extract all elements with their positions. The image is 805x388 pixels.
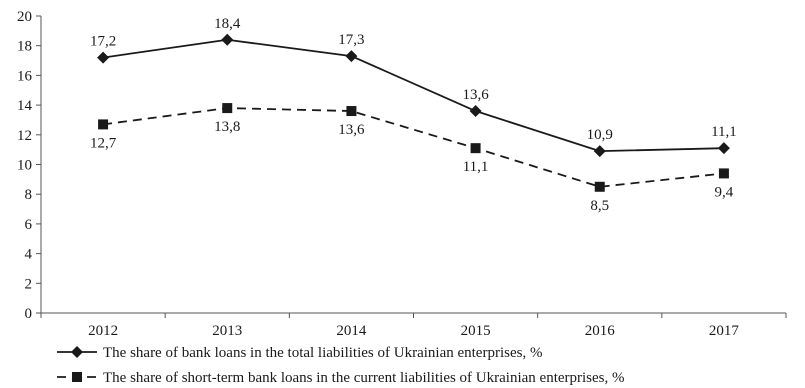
series-line-2 [102, 107, 725, 188]
total-liabilities-point [717, 142, 730, 155]
current-liabilities-point [718, 168, 729, 179]
series-lines [102, 38, 725, 188]
series-markers [97, 33, 730, 192]
current-liabilities-point [222, 103, 233, 114]
data-label: 10,9 [587, 127, 613, 143]
series-line-1 [102, 38, 724, 153]
y-tick-label: 20 [17, 9, 32, 25]
data-label: 13,6 [462, 87, 489, 103]
data-label: 13,6 [338, 122, 365, 138]
total-liabilities-point [345, 50, 358, 63]
current-liabilities-point [594, 181, 605, 192]
legend-entry-label: The share of bank loans in the total lia… [103, 345, 542, 361]
data-label: 11,1 [463, 159, 489, 175]
data-label: 17,2 [90, 34, 116, 50]
y-tick-label: 6 [25, 217, 33, 233]
legend-entry-label: The share of short-term bank loans in th… [103, 370, 625, 386]
x-tick-label: 2017 [709, 323, 740, 339]
x-tick-label: 2013 [212, 323, 242, 339]
data-label: 12,7 [90, 135, 117, 151]
axes [40, 16, 786, 314]
current-liabilities-point [98, 119, 109, 130]
x-tick-label: 2015 [461, 323, 491, 339]
y-tick-label: 4 [25, 247, 33, 263]
total-liabilities-point [469, 105, 482, 118]
y-tick-label: 0 [25, 306, 33, 322]
data-label: 13,8 [214, 119, 240, 135]
data-label: 9,4 [715, 184, 734, 200]
x-tick-label: 2014 [336, 323, 367, 339]
y-tick-label: 14 [17, 98, 33, 114]
data-label: 8,5 [590, 198, 609, 214]
y-tick-label: 18 [17, 39, 32, 55]
y-axis-ticks: 0 2 4 6 8 10 12 14 16 18 20 [17, 9, 41, 322]
y-tick-label: 8 [25, 187, 33, 203]
legend: The share of bank loans in the total lia… [57, 345, 625, 386]
data-label: 11,1 [711, 124, 737, 140]
data-label: 17,3 [338, 32, 364, 48]
y-tick-label: 10 [17, 158, 32, 174]
data-labels: 17,2 18,4 17,3 13,6 10,9 11,1 12,7 13,8 13,6 11,1… [90, 16, 737, 214]
y-tick-label: 2 [25, 276, 33, 292]
y-tick-label: 16 [17, 68, 33, 84]
total-liabilities-point [593, 145, 606, 158]
data-label: 18,4 [214, 16, 241, 32]
current-liabilities-point [346, 106, 357, 117]
x-axis-ticks: 2012 2013 2014 2015 2016 2017 [40, 313, 787, 339]
total-liabilities-point [221, 33, 234, 46]
legend-marker [71, 346, 83, 358]
total-liabilities-point [97, 51, 110, 64]
x-tick-label: 2012 [88, 323, 118, 339]
legend-marker [72, 372, 82, 382]
y-tick-label: 12 [17, 128, 32, 144]
current-liabilities-point [470, 143, 481, 154]
x-tick-label: 2016 [585, 323, 616, 339]
